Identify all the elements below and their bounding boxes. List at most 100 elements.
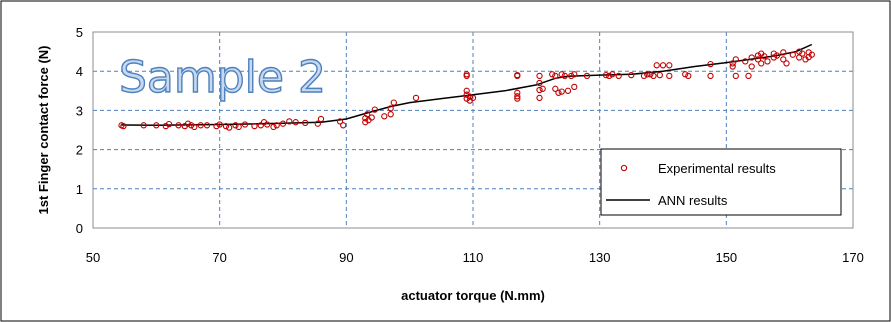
experimental-point	[140, 122, 147, 129]
experimental-point	[729, 60, 736, 67]
experimental-point	[463, 87, 470, 94]
experimental-point	[257, 122, 264, 129]
experimental-point	[764, 58, 771, 65]
experimental-point	[748, 63, 755, 70]
experimental-point	[606, 72, 613, 80]
experimental-point	[745, 72, 752, 80]
experimental-point	[564, 87, 572, 94]
experimental-point	[650, 72, 657, 80]
experimental-point	[273, 122, 280, 129]
experimental-point	[805, 53, 812, 61]
experimental-point	[568, 72, 575, 80]
experimental-point	[659, 62, 667, 69]
experimental-point	[120, 122, 127, 130]
experimental-point	[235, 123, 242, 131]
experimental-point	[754, 52, 762, 59]
experimental-point	[188, 122, 195, 129]
y-tick-label: 5	[76, 25, 83, 40]
experimental-point	[666, 72, 673, 80]
experimental-point	[292, 119, 299, 126]
y-tick-label: 1	[76, 182, 83, 197]
legend: Experimental results ANN results	[600, 148, 842, 216]
experimental-point	[302, 119, 309, 127]
experimental-point	[314, 120, 321, 127]
experimental-point	[251, 122, 258, 130]
experimental-point	[640, 72, 648, 80]
experimental-point	[552, 72, 559, 80]
experimental-point	[761, 53, 768, 60]
experimental-point	[191, 123, 198, 131]
experimental-point	[412, 94, 420, 102]
experimental-points	[118, 48, 815, 131]
x-tick-label: 150	[715, 250, 737, 265]
x-tick-label: 70	[212, 250, 226, 265]
x-tick-label: 110	[463, 250, 484, 265]
ann-results-line	[121, 43, 813, 127]
experimental-point	[317, 115, 325, 123]
experimental-point	[514, 95, 521, 102]
experimental-point	[628, 71, 635, 79]
experimental-point	[647, 71, 654, 78]
x-tick-label: 50	[86, 250, 100, 265]
experimental-point	[463, 71, 470, 78]
experimental-point	[469, 94, 477, 102]
experimental-point	[226, 124, 233, 131]
experimental-point	[653, 62, 660, 69]
experimental-point	[463, 91, 470, 98]
experimental-point	[773, 52, 781, 59]
experimental-point	[175, 122, 182, 129]
experimental-point	[203, 122, 211, 129]
experimental-point	[796, 48, 803, 55]
experimental-point	[666, 62, 673, 69]
experimental-point	[682, 71, 689, 78]
experimental-point	[558, 88, 565, 95]
experimental-point	[536, 72, 543, 80]
experimental-point	[371, 106, 378, 113]
experimental-point	[340, 122, 347, 129]
experimental-point	[729, 63, 736, 70]
experimental-point	[390, 99, 397, 106]
experimental-point	[602, 71, 610, 79]
experimental-point	[742, 58, 749, 65]
y-tick-label: 4	[76, 64, 83, 79]
experimental-point	[656, 71, 663, 79]
experimental-point	[539, 85, 546, 92]
experimental-point	[279, 120, 287, 127]
experimental-point	[165, 120, 173, 128]
experimental-point	[549, 71, 556, 78]
x-axis-ticks: 50 70 90 110 130 150 170	[86, 250, 864, 265]
legend-marker-experimental	[620, 164, 628, 172]
experimental-point	[184, 120, 192, 127]
experimental-point	[707, 60, 714, 68]
experimental-point	[514, 71, 521, 79]
legend-box	[600, 148, 842, 216]
x-tick-label: 170	[842, 250, 864, 265]
experimental-point	[381, 113, 388, 120]
x-tick-label: 130	[589, 250, 611, 265]
experimental-point	[555, 89, 562, 96]
experimental-point	[732, 56, 739, 63]
y-tick-label: 0	[76, 221, 83, 236]
experimental-point	[336, 118, 344, 125]
experimental-point	[270, 123, 277, 131]
experimental-point	[387, 105, 394, 112]
experimental-point	[286, 118, 293, 125]
experimental-point	[536, 79, 543, 87]
y-axis-ticks: 0 1 2 3 4 5	[76, 25, 83, 236]
experimental-point	[514, 89, 521, 96]
experimental-point	[213, 122, 220, 130]
experimental-point	[780, 49, 787, 56]
experimental-point	[558, 71, 565, 78]
experimental-point	[583, 72, 591, 80]
experimental-point	[783, 60, 790, 67]
experimental-point	[552, 85, 559, 92]
experimental-point	[241, 121, 249, 128]
plot-area	[92, 31, 854, 229]
experimental-point	[685, 72, 692, 80]
experimental-point	[707, 72, 714, 80]
experimental-point	[796, 54, 803, 61]
experimental-point	[799, 50, 806, 57]
experimental-point	[197, 122, 204, 129]
y-tick-label: 2	[76, 143, 83, 158]
experimental-point	[770, 50, 777, 57]
